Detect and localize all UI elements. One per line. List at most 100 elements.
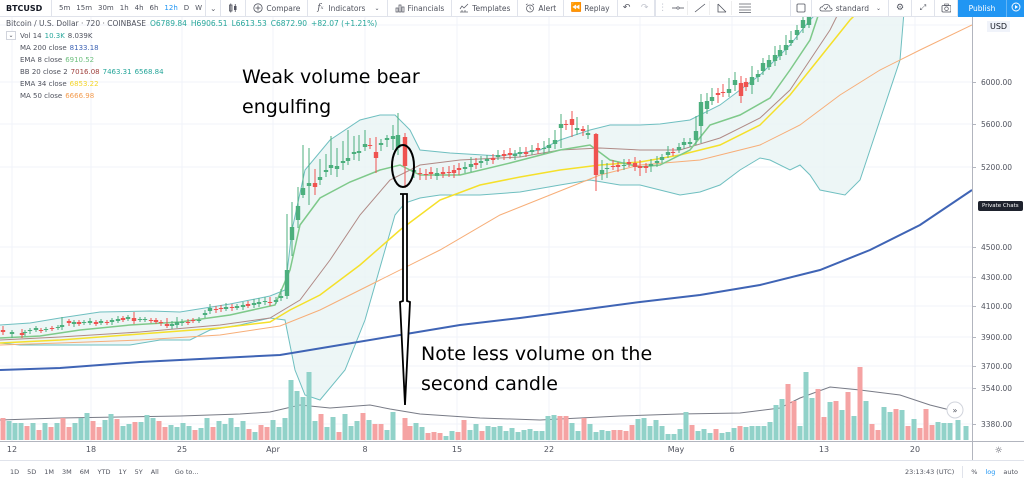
volume-bar (827, 402, 833, 440)
time-label: May (667, 445, 685, 454)
candle-body (356, 151, 362, 153)
volume-bar (695, 431, 701, 440)
templates-button[interactable]: Templates (452, 0, 519, 16)
volume-bar (78, 418, 84, 440)
trend-line-icon[interactable] (692, 1, 710, 15)
layout-button[interactable]: standard ⌄ (812, 0, 889, 16)
legend-indicator-row[interactable]: MA 200 close 8133.18 (6, 43, 377, 52)
interval-30m[interactable]: 30m (98, 4, 114, 12)
auto-scale-toggle[interactable]: auto (1003, 467, 1018, 476)
snapshot-button[interactable] (935, 0, 958, 16)
range-YTD[interactable]: YTD (97, 467, 111, 476)
volume-bar (378, 424, 384, 440)
range-1Y[interactable]: 1Y (118, 467, 127, 476)
candle-body (434, 173, 440, 176)
time-label: 12 (6, 445, 18, 454)
private-chats-button[interactable]: Private Chats (978, 201, 1023, 211)
candle-body (384, 138, 390, 140)
interval-D[interactable]: D (183, 4, 190, 12)
price-label: 4300.00 (981, 273, 1013, 282)
interval-12h[interactable]: 12h (164, 4, 178, 12)
fib-retracement-icon[interactable] (736, 1, 754, 15)
time-scale-settings-button[interactable]: ☼ (972, 441, 1024, 460)
candle-body (317, 177, 323, 180)
volume-bar (647, 426, 653, 440)
candle-body (772, 55, 778, 61)
drag-handle-icon[interactable]: ⋮ (658, 3, 668, 13)
legend-indicator-row[interactable]: EMA 34 close 6853.22 (6, 79, 377, 88)
maximize-button[interactable]: ⤢ (912, 0, 935, 16)
candle-body (218, 308, 224, 309)
time-scale[interactable]: 12 18 25 Apr 8 15 22 May 6 13 20 (0, 441, 972, 460)
chart-pane[interactable]: » (0, 17, 972, 441)
fullscreen-toggle[interactable] (789, 0, 812, 16)
interval-4h[interactable]: 4h (134, 4, 144, 12)
interval-W[interactable]: W (195, 4, 203, 12)
interval-5m[interactable]: 5m (59, 4, 71, 12)
candle-body (76, 322, 82, 324)
interval-1h[interactable]: 1h (119, 4, 129, 12)
symbol-search[interactable]: BTCUSD (0, 0, 52, 16)
candle-body (462, 167, 468, 169)
price-chart[interactable]: » (0, 17, 972, 441)
collapse-legend-icon[interactable]: ⌄ (6, 31, 16, 40)
interval-dropdown[interactable]: ⌄ (206, 0, 222, 16)
settings-button[interactable]: ⚙ (889, 0, 912, 16)
compare-button[interactable]: Compare (246, 0, 309, 16)
volume-bar (252, 432, 258, 440)
legend-indicator-row[interactable]: MA 50 close 6666.98 (6, 91, 377, 100)
range-All[interactable]: All (150, 467, 159, 476)
replay-button[interactable]: ⏪ Replay (564, 0, 618, 16)
publish-video-button[interactable] (1006, 0, 1024, 17)
path-icon[interactable] (714, 1, 732, 15)
candle-body (720, 92, 726, 93)
utc-clock[interactable]: 23:13:43 (UTC) (905, 467, 955, 476)
chart-type-button[interactable] (221, 0, 247, 16)
volume-bar (138, 422, 144, 440)
redo-button[interactable]: ↷ (636, 0, 655, 16)
play-circle-icon (1011, 2, 1021, 14)
candle-body (755, 74, 761, 77)
range-1D[interactable]: 1D (10, 467, 20, 476)
volume-bar (713, 429, 719, 440)
interval-6h[interactable]: 6h (149, 4, 159, 12)
financials-button[interactable]: Financials (388, 0, 453, 16)
indicator-name: EMA 8 close (20, 55, 63, 64)
alert-button[interactable]: Alert (518, 0, 565, 16)
range-5Y[interactable]: 5Y (134, 467, 143, 476)
volume-bar (785, 384, 791, 440)
time-label: 18 (85, 445, 97, 454)
candle-body (367, 145, 373, 146)
candle-body (0, 330, 6, 332)
volume-bar (929, 425, 935, 440)
currency-badge[interactable]: USD (987, 21, 1011, 32)
plus-circle-icon (253, 3, 263, 13)
range-6M[interactable]: 6M (79, 467, 90, 476)
publish-button[interactable]: Publish (958, 0, 1006, 17)
volume-bar (132, 422, 138, 440)
scroll-to-realtime-button[interactable] (946, 401, 964, 419)
undo-button[interactable]: ↶ (618, 0, 636, 16)
candle-body (704, 101, 710, 109)
percent-scale-toggle[interactable]: % (971, 467, 978, 476)
horizontal-line-icon[interactable] (670, 1, 688, 15)
candle-body (351, 152, 357, 154)
goto-date-button[interactable]: Go to... (174, 467, 199, 476)
price-scale[interactable]: USD Private Chats 6000.00 5600.00 5200.00 4… (972, 17, 1024, 441)
legend-indicator-row[interactable]: ⌄ Vol 14 10.3K 8.039K (6, 31, 377, 40)
volume-bar (348, 426, 354, 440)
redo-icon: ↷ (640, 3, 649, 13)
camera-icon (941, 3, 951, 13)
range-5D[interactable]: 5D (27, 467, 37, 476)
volume-bar (941, 423, 947, 440)
legend-indicator-row[interactable]: BB 20 close 2 7016.08 7463.31 6568.84 (6, 67, 377, 76)
log-scale-toggle[interactable]: log (985, 467, 996, 476)
legend-indicator-row[interactable]: EMA 8 close 6910.52 (6, 55, 377, 64)
interval-15m[interactable]: 15m (76, 4, 93, 12)
range-3M[interactable]: 3M (62, 467, 72, 476)
highlight-ellipse (391, 144, 415, 188)
range-1M[interactable]: 1M (44, 467, 55, 476)
volume-bar (144, 415, 150, 440)
volume-bar (545, 416, 551, 440)
